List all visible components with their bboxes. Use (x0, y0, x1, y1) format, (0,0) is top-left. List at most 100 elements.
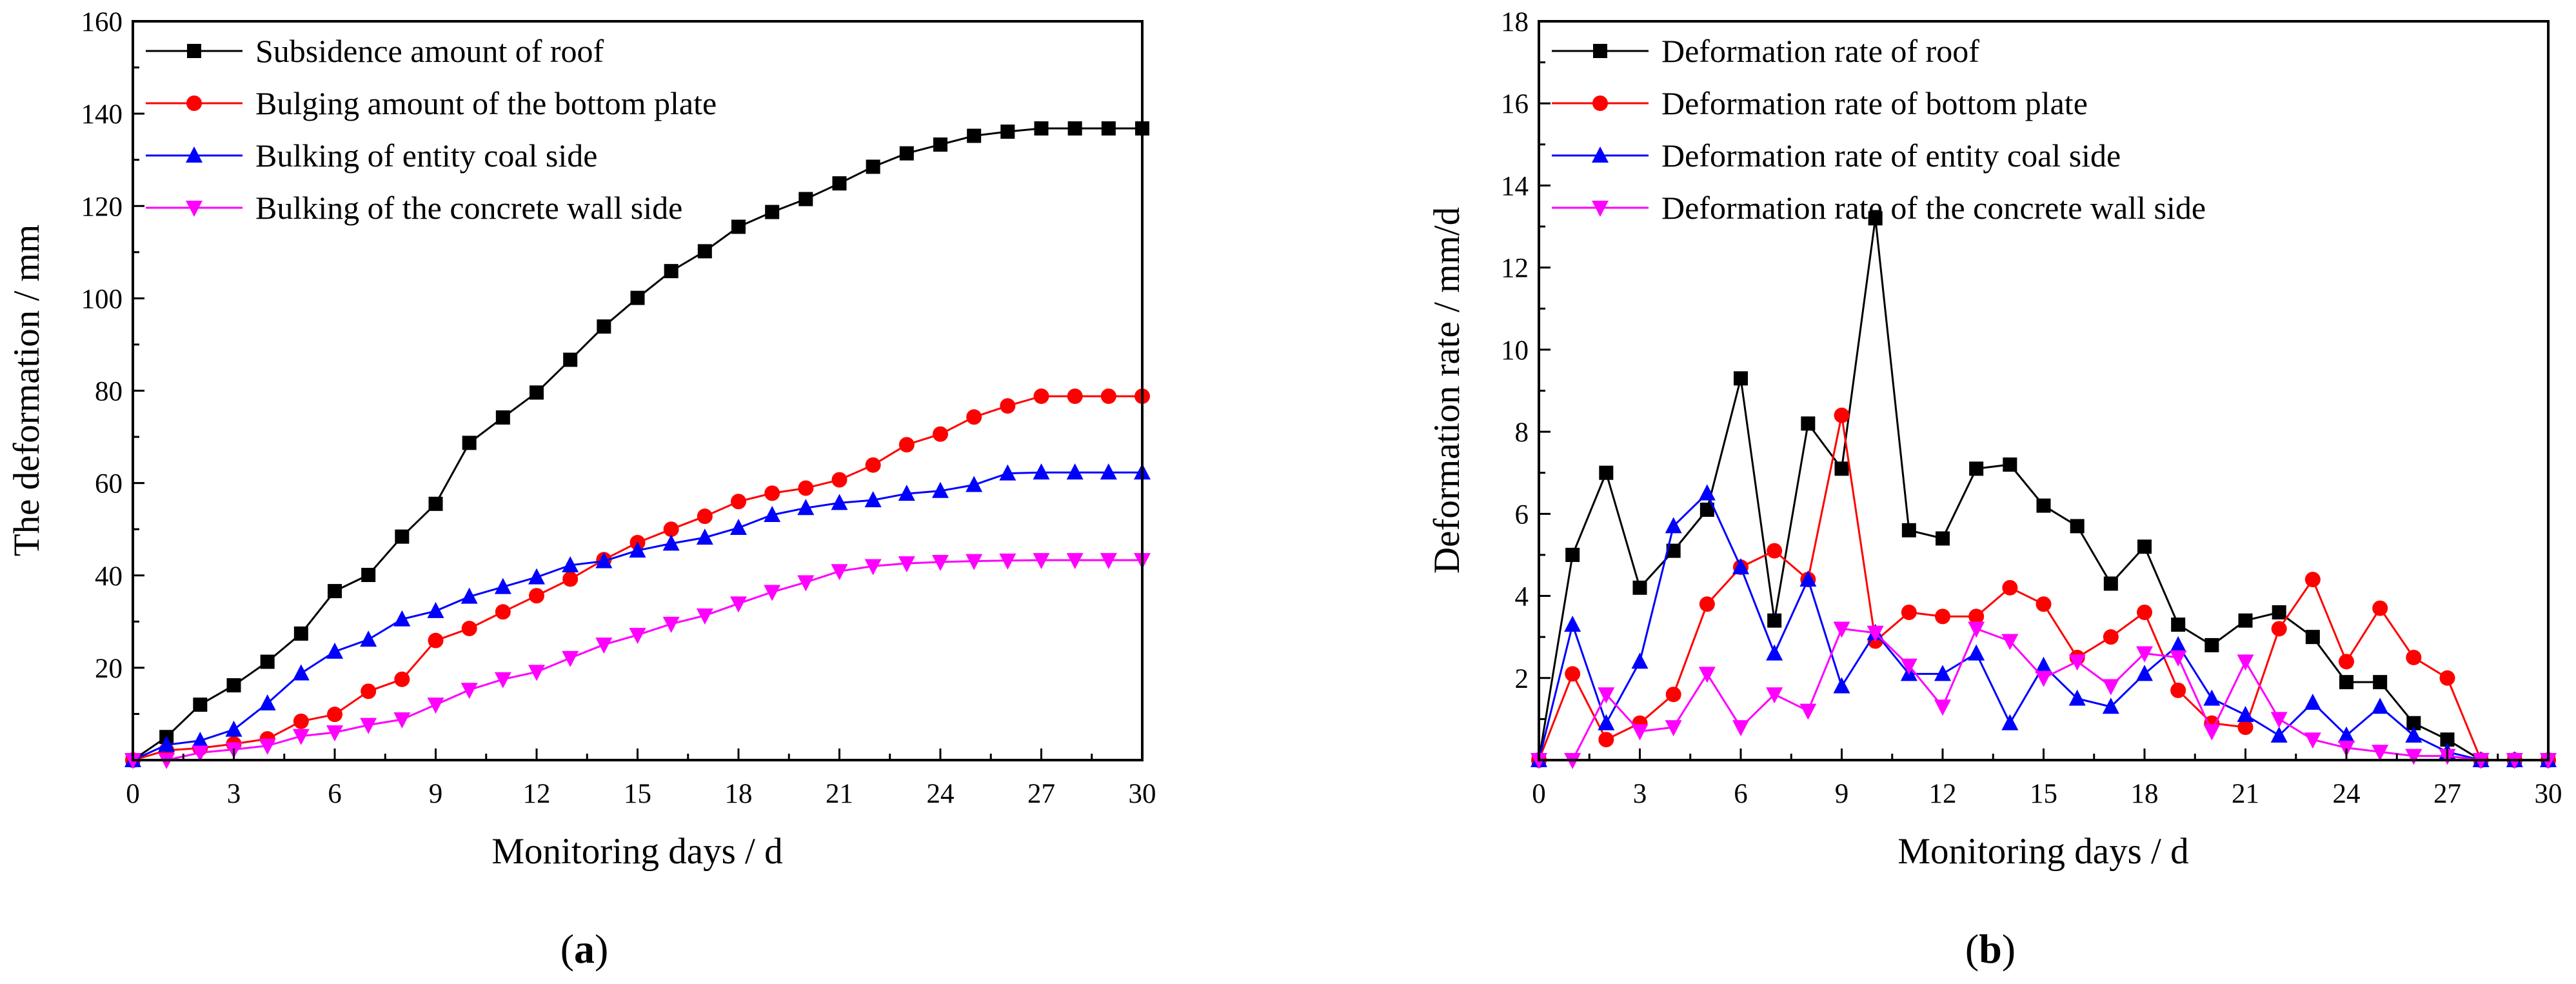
data-point-roof (1565, 547, 1580, 562)
series-layer-a (124, 121, 1151, 769)
data-point-bottom (2439, 670, 2455, 686)
data-point-coal (932, 481, 949, 498)
data-point-bottom (293, 713, 309, 729)
y-tick-label-b: 14 (1501, 171, 1529, 201)
legend-marker-bottom (186, 95, 202, 111)
panel-label-b: (b) (1965, 926, 2016, 972)
legend-marker-roof (187, 44, 201, 58)
data-point-wall (494, 672, 511, 688)
data-point-coal (696, 528, 713, 545)
data-point-roof (1666, 543, 1681, 558)
data-point-coal (1968, 644, 1985, 661)
x-tick-label-a: 30 (1129, 779, 1156, 809)
legend-item-bottom: Bulging amount of the bottom plate (146, 85, 717, 121)
data-point-wall (1732, 720, 1749, 737)
series-wall-b (1531, 621, 2557, 769)
data-point-wall (2372, 745, 2389, 761)
legend-marker-bottom (1592, 95, 1608, 111)
data-point-roof (1868, 211, 1883, 226)
x-tick-label-b: 18 (2131, 779, 2159, 809)
x-tick-label-a: 18 (725, 779, 753, 809)
data-point-wall (326, 725, 343, 742)
x-tick-label-b: 30 (2535, 779, 2562, 809)
data-point-bottom (933, 426, 948, 442)
data-point-bottom (966, 409, 982, 425)
x-tick-label-b: 24 (2333, 779, 2361, 809)
data-point-wall (461, 683, 478, 699)
panel-label-close-b: ) (2002, 926, 2016, 972)
x-tick-label-a: 9 (429, 779, 443, 809)
y-tick-label-b: 12 (1501, 254, 1529, 284)
data-point-wall (999, 553, 1016, 570)
data-point-wall (662, 616, 680, 633)
data-point-wall (292, 728, 310, 745)
data-point-coal (1833, 677, 1850, 694)
data-point-roof (765, 205, 780, 219)
data-point-wall (1799, 703, 1817, 720)
data-point-coal (1934, 665, 1951, 681)
data-point-bottom (731, 494, 746, 510)
series-coal-a (124, 463, 1151, 767)
data-point-bottom (1767, 543, 1783, 559)
x-tick-label-b: 12 (1929, 779, 1957, 809)
data-point-wall (797, 575, 815, 592)
data-point-wall (898, 556, 915, 573)
data-point-coal (2270, 726, 2288, 743)
y-tick-label-a: 120 (81, 192, 123, 222)
x-tick-label-a: 6 (328, 779, 342, 809)
data-point-coal (1100, 463, 1117, 480)
y-tick-label-a: 140 (81, 99, 123, 130)
data-point-wall (1066, 553, 1084, 570)
data-point-roof (1632, 580, 1647, 595)
legend-item-bottom: Deformation rate of bottom plate (1552, 85, 2088, 121)
x-axis-title-b: Monitoring days / d (1897, 831, 2188, 872)
data-point-roof (1067, 121, 1082, 136)
legend-item-coal: Bulking of entity coal side (146, 137, 597, 174)
x-tick-label-b: 9 (1835, 779, 1849, 809)
data-point-coal (292, 664, 310, 681)
data-point-wall (393, 712, 411, 729)
data-point-bottom (2406, 649, 2422, 665)
data-point-bottom (428, 632, 444, 648)
data-point-coal (831, 494, 848, 510)
y-axis-title-a: The deformation / mm (6, 225, 47, 556)
data-point-coal (1066, 463, 1084, 480)
data-point-roof (2036, 498, 2051, 513)
data-point-wall (427, 698, 444, 714)
data-point-wall (2237, 654, 2254, 671)
data-point-wall (1766, 687, 1783, 704)
data-point-roof (1101, 121, 1116, 136)
legend-marker-coal (186, 146, 203, 163)
x-tick-label-b: 15 (2030, 779, 2057, 809)
data-point-roof (226, 678, 241, 693)
data-point-roof (361, 568, 376, 583)
legend-label-coal: Deformation rate of entity coal side (1661, 137, 2121, 174)
data-point-coal (158, 736, 175, 752)
legend-label-coal: Bulking of entity coal side (255, 137, 597, 174)
data-point-coal (2136, 665, 2153, 681)
data-point-coal (1033, 463, 1050, 480)
data-point-wall (2405, 748, 2422, 765)
data-point-bottom (1067, 388, 1083, 405)
data-point-wall (966, 554, 983, 570)
data-point-wall (1934, 699, 1951, 716)
data-point-bottom (1901, 605, 1917, 620)
data-point-roof (2137, 539, 2152, 554)
data-point-wall (2203, 724, 2221, 741)
data-point-coal (2102, 698, 2119, 714)
data-point-roof (697, 244, 712, 259)
data-point-roof (597, 319, 611, 334)
data-point-roof (798, 192, 813, 206)
data-point-roof (731, 219, 746, 234)
data-point-coal (595, 552, 613, 568)
data-point-bottom (2304, 572, 2321, 588)
x-tick-label-b: 0 (1532, 779, 1546, 809)
data-point-roof (530, 385, 544, 400)
legend-item-roof: Deformation rate of roof (1552, 33, 1979, 69)
data-point-wall (2304, 732, 2321, 749)
data-point-wall (528, 665, 545, 681)
data-point-bottom (2170, 682, 2186, 698)
data-point-bottom (1935, 608, 1950, 625)
